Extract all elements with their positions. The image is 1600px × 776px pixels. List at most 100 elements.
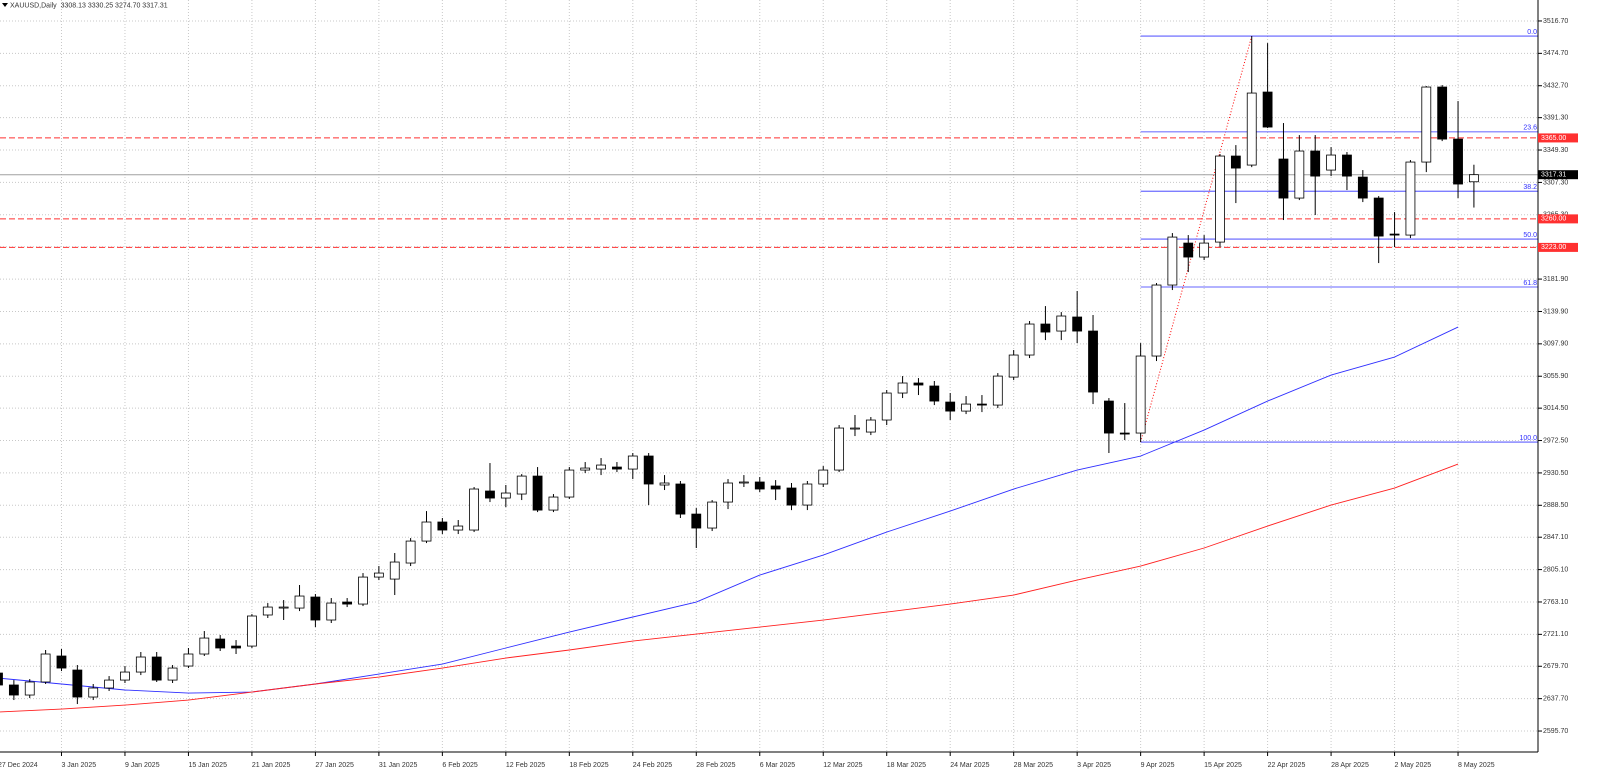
y-tick-label: 2888.50 [1543, 502, 1568, 509]
candle-body [72, 669, 83, 698]
candle-body [532, 475, 543, 511]
candle-body [802, 483, 813, 506]
candle-body [738, 481, 749, 484]
fib-level-label: 23.6 [1523, 125, 1537, 132]
y-tick-label: 2805.10 [1543, 566, 1568, 573]
x-tick-label: 15 Apr 2025 [1204, 762, 1242, 769]
candle-body [0, 672, 3, 686]
moving-average [0, 463, 1459, 713]
candle-body [1469, 174, 1479, 183]
candle-body [104, 679, 114, 689]
candle-body [723, 482, 733, 503]
x-tick-label: 15 Jan 2025 [188, 762, 227, 769]
candle-body [596, 464, 606, 470]
candles [0, 36, 1479, 705]
candle-body [564, 469, 575, 498]
y-tick-label: 2930.50 [1543, 470, 1568, 477]
candle-body [231, 645, 241, 649]
candle-body [437, 521, 448, 531]
candle-body [500, 492, 511, 499]
candle-body [294, 595, 305, 609]
x-tick-label: 8 May 2025 [1458, 762, 1495, 769]
candle-body [1278, 158, 1289, 199]
price-line-label: 3365.00 [1541, 135, 1566, 142]
x-tick-label: 22 Apr 2025 [1268, 762, 1306, 769]
x-tick-label: 28 Mar 2025 [1014, 762, 1053, 769]
price-line-tag [1538, 133, 1578, 143]
candle-body [1104, 400, 1114, 434]
x-tick-label: 31 Jan 2025 [379, 762, 418, 769]
x-tick-label: 12 Mar 2025 [823, 762, 862, 769]
fibonacci: 0.0 23.6 38.2 50.0 61.8 100.0 [1140, 29, 1538, 443]
candle-body [389, 561, 400, 580]
candle-body [485, 490, 495, 499]
x-tick-label: 18 Feb 2025 [569, 762, 608, 769]
y-tick-label: 3181.90 [1543, 276, 1568, 283]
price-line-label: 3223.00 [1541, 244, 1566, 251]
candle-body [1040, 323, 1051, 333]
candle-body [627, 455, 638, 470]
x-tick-label: 12 Feb 2025 [506, 762, 545, 769]
candle-body [1294, 150, 1305, 199]
candle-body [1167, 236, 1178, 286]
candle-body [453, 525, 464, 531]
candle-body [913, 382, 924, 386]
x-tick-label: 18 Mar 2025 [887, 762, 926, 769]
candle-body [643, 455, 654, 485]
fib-level-label: 38.2 [1523, 184, 1537, 191]
x-tick-label: 2 May 2025 [1395, 762, 1432, 769]
x-tick-label: 6 Feb 2025 [442, 762, 478, 769]
candle-body [326, 602, 337, 621]
candle-body [199, 637, 210, 655]
candle-body [8, 684, 19, 696]
candle-body [659, 482, 670, 486]
candle-body [1151, 284, 1162, 357]
candle-body [977, 403, 987, 406]
fib-level-label: 50.0 [1523, 232, 1537, 239]
fib-level-label: 100.0 [1519, 435, 1537, 442]
candle-body [24, 681, 35, 696]
y-tick-label: 2637.70 [1543, 695, 1568, 702]
y-tick-label: 3516.70 [1543, 18, 1568, 25]
moving-averages [0, 326, 1459, 713]
x-tick-label: 9 Apr 2025 [1141, 762, 1175, 769]
candle-body [469, 488, 480, 531]
candle-body [1453, 138, 1463, 185]
candle-body [548, 496, 559, 511]
candle-body [278, 606, 289, 609]
candle-body [897, 382, 908, 394]
y-tick-label: 3097.90 [1543, 341, 1568, 348]
candle-body [1230, 155, 1241, 169]
x-tick-label: 24 Mar 2025 [950, 762, 989, 769]
candle-body [865, 419, 876, 433]
menu-arrow[interactable] [2, 3, 8, 7]
candle-body [707, 501, 718, 529]
x-tick-label: 3 Jan 2025 [61, 762, 96, 769]
candle-body [786, 487, 797, 506]
candle-body [1072, 316, 1083, 332]
candle-body [88, 687, 99, 698]
candle-body [421, 521, 432, 542]
x-tick-label: 6 Mar 2025 [760, 762, 796, 769]
y-tick-label: 2972.50 [1543, 437, 1568, 444]
moving-average [0, 326, 1459, 694]
candle-body [215, 638, 226, 649]
candle-body [1326, 154, 1336, 171]
y-tick-label: 3307.30 [1543, 179, 1568, 186]
x-tick-label: 27 Dec 2024 [0, 762, 38, 769]
candle-body [691, 513, 702, 529]
candle-body [1310, 150, 1321, 177]
candle-body [247, 615, 257, 647]
candle-body [1389, 233, 1400, 236]
y-tick-label: 3014.50 [1543, 405, 1568, 412]
candle-body [1215, 155, 1225, 243]
candle-body [120, 671, 130, 681]
candle-body [40, 653, 51, 683]
y-tick-label: 2763.10 [1543, 599, 1568, 606]
candle-body [1183, 242, 1194, 258]
current-price-tag [1538, 170, 1578, 180]
candle-body [818, 469, 829, 485]
price-line-tag [1538, 214, 1578, 224]
x-tick-label: 27 Jan 2025 [315, 762, 354, 769]
